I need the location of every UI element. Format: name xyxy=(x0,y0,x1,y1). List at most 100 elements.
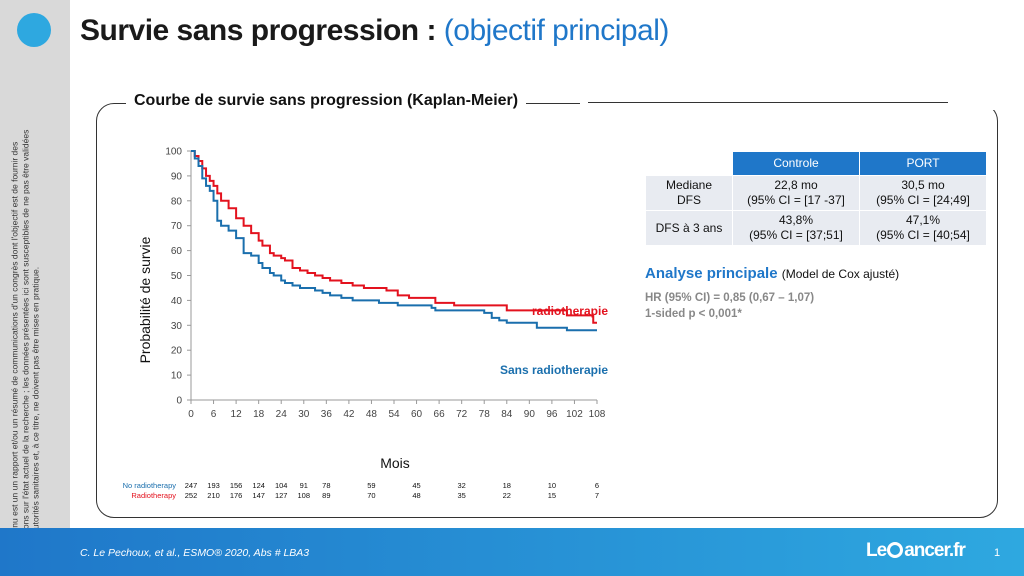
y-tick-label: 70 xyxy=(171,221,183,232)
at-risk-value: 91 xyxy=(300,481,308,490)
x-tick-label: 78 xyxy=(479,409,491,420)
page-number: 1 xyxy=(994,547,1001,559)
at-risk-value: 147 xyxy=(252,491,265,500)
y-tick-label: 50 xyxy=(171,271,183,282)
left-sidebar xyxy=(0,0,70,528)
at-risk-value: 193 xyxy=(207,481,220,490)
at-risk-value: 32 xyxy=(457,481,465,490)
title-main: Survie sans progression : xyxy=(80,14,436,47)
at-risk-value: 22 xyxy=(503,491,511,500)
y-tick-label: 30 xyxy=(171,321,183,332)
at-risk-value: 6 xyxy=(595,481,599,490)
x-tick-label: 48 xyxy=(366,409,378,420)
x-tick-label: 66 xyxy=(434,409,446,420)
x-tick-label: 42 xyxy=(343,409,355,420)
summary-table: Controle PORT Mediane DFS 22,8 mo (95% C… xyxy=(645,151,987,246)
chart-lines xyxy=(191,150,597,332)
p-value: 1-sided p < 0,001* xyxy=(645,308,742,320)
at-risk-table: No radiotherapy 247 193 156 124 104 91 78 59 45 32… xyxy=(123,481,599,500)
footer-bar xyxy=(0,528,1024,576)
at-risk-value: 210 xyxy=(207,491,220,500)
x-tick-label: 30 xyxy=(298,409,310,420)
x-tick-label: 84 xyxy=(501,409,513,420)
title-sub: (objectif principal) xyxy=(443,14,670,47)
disclaimer-text: Ce contenu est un un rapport et/ou un ré… xyxy=(9,129,41,562)
at-risk-value: 247 xyxy=(185,481,198,490)
x-tick-label: 90 xyxy=(524,409,536,420)
logo-text-right: ancer.fr xyxy=(904,540,966,561)
at-risk-value: 45 xyxy=(412,481,420,490)
x-tick-label: 24 xyxy=(276,409,288,420)
x-tick-label: 6 xyxy=(211,409,217,420)
x-tick-label: 108 xyxy=(589,409,606,420)
x-axis-label: Mois xyxy=(380,455,410,471)
y-tick-label: 0 xyxy=(176,396,182,407)
blue-dot-icon xyxy=(17,13,51,47)
at-risk-value: 156 xyxy=(230,481,243,490)
analysis-model: (Model de Cox ajusté) xyxy=(781,267,900,281)
logo-ring-icon xyxy=(887,542,904,558)
y-tick-label: 40 xyxy=(171,296,183,307)
series-label-sans-radiotherapie: Sans radiotherapie xyxy=(500,363,608,377)
y-tick-label: 10 xyxy=(171,371,183,382)
at-risk-value: 10 xyxy=(548,481,556,490)
at-risk-value: 18 xyxy=(503,481,511,490)
cell-dfs3-port: 47,1% (95% CI = [40;54] xyxy=(859,210,987,246)
row-label-median: Mediane DFS xyxy=(645,175,733,211)
series-line-sans-radiotherapie xyxy=(191,150,597,332)
at-risk-value: 7 xyxy=(595,491,599,500)
series-label-radiotherapie: radiotherapie xyxy=(532,304,608,318)
x-tick-label: 36 xyxy=(321,409,333,420)
row-label-dfs3: DFS à 3 ans xyxy=(645,210,733,246)
x-tick-label: 12 xyxy=(231,409,243,420)
series-line-radiotherapie xyxy=(191,150,597,324)
y-tick-label: 20 xyxy=(171,346,183,357)
x-tick-label: 72 xyxy=(456,409,468,420)
at-risk-value: 127 xyxy=(275,491,288,500)
lecancer-logo[interactable]: Le ancer.fr xyxy=(866,540,966,562)
x-tick-label: 96 xyxy=(546,409,558,420)
table-header-port: PORT xyxy=(859,151,987,176)
panel-title-rule xyxy=(588,102,948,103)
y-axis-label: Probabilité de survie xyxy=(137,236,153,363)
logo-text-left: Le xyxy=(866,540,887,561)
table-corner xyxy=(645,151,733,176)
x-tick-label: 0 xyxy=(188,409,194,420)
y-tick-label: 90 xyxy=(171,171,183,182)
table-header-controle: Controle xyxy=(732,151,860,176)
x-tick-label: 60 xyxy=(411,409,423,420)
x-tick-label: 102 xyxy=(566,409,583,420)
at-risk-value: 176 xyxy=(230,491,243,500)
hazard-ratio: HR (95% CI) = 0,85 (0,67 – 1,07) xyxy=(645,292,815,304)
at-risk-value: 59 xyxy=(367,481,375,490)
at-risk-value: 89 xyxy=(322,491,330,500)
x-tick-label: 54 xyxy=(388,409,400,420)
chart-panel xyxy=(96,103,998,518)
cell-median-controle: 22,8 mo (95% CI = [17 -37] xyxy=(732,175,860,211)
chart-axes: 0 6 12 18 24 30 36 42 48 54 60 66 72 78 84 90 96 102 10801… xyxy=(165,147,605,421)
x-tick-label: 18 xyxy=(253,409,265,420)
at-risk-value: 108 xyxy=(298,491,311,500)
at-risk-value: 78 xyxy=(322,481,330,490)
at-risk-row-label: No radiotherapy xyxy=(123,481,177,490)
at-risk-value: 15 xyxy=(548,491,556,500)
cell-dfs3-controle: 43,8% (95% CI = [37;51] xyxy=(732,210,860,246)
at-risk-value: 104 xyxy=(275,481,288,490)
at-risk-value: 252 xyxy=(185,491,198,500)
at-risk-value: 35 xyxy=(457,491,465,500)
panel-title: Courbe de survie sans progression (Kapla… xyxy=(126,92,527,110)
cell-median-port: 30,5 mo (95% CI = [24;49] xyxy=(859,175,987,211)
km-chart: 0 6 12 18 24 30 36 42 48 54 60 66 72 78 84 90 96 102 10801… xyxy=(123,147,609,501)
panel-mask xyxy=(580,96,1020,110)
analysis-title: Analyse principale xyxy=(645,265,778,282)
at-risk-value: 124 xyxy=(252,481,265,490)
analysis-heading: Analyse principale (Model de Cox ajusté) xyxy=(645,265,899,282)
citation: C. Le Pechoux, et al., ESMO® 2020, Abs #… xyxy=(80,547,310,559)
y-tick-label: 100 xyxy=(165,147,182,158)
y-tick-label: 80 xyxy=(171,196,183,207)
slide-title: Survie sans progression : (objectif prin… xyxy=(80,14,669,48)
at-risk-value: 48 xyxy=(412,491,420,500)
y-tick-label: 60 xyxy=(171,246,183,257)
at-risk-value: 70 xyxy=(367,491,375,500)
at-risk-row-label: Radiotherapy xyxy=(131,491,176,500)
